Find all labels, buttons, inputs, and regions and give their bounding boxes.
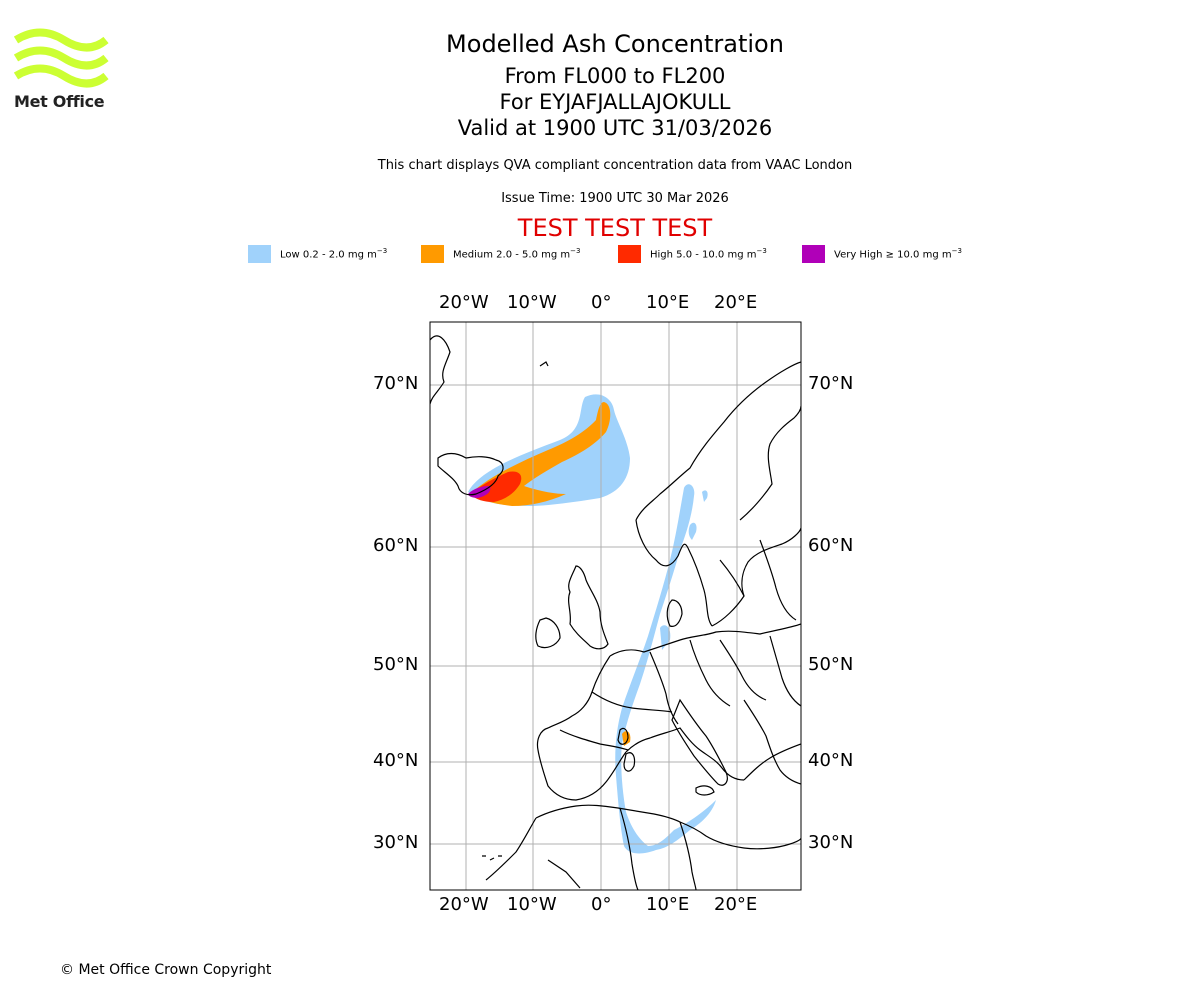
legend-swatch-very-high xyxy=(802,245,825,263)
issue-time: Issue Time: 1900 UTC 30 Mar 2026 xyxy=(501,191,729,206)
volcano-name: For EYJAFJALLAJOKULL xyxy=(499,90,731,114)
legend-label-medium: Medium 2.0 - 5.0 mg m xyxy=(453,249,571,261)
lon-label-bottom-20w: 20°W xyxy=(439,894,489,915)
lat-label-left-50n: 50°N xyxy=(373,654,419,675)
lat-label-left-40n: 40°N xyxy=(373,750,419,771)
copyright-notice: © Met Office Crown Copyright xyxy=(60,962,272,978)
met-office-logo: Met Office xyxy=(14,28,110,112)
lat-label-left-70n: 70°N xyxy=(373,373,419,394)
lat-label-right-70n: 70°N xyxy=(808,373,854,394)
valid-time: Valid at 1900 UTC 31/03/2026 xyxy=(457,116,773,140)
legend-exp-very-high: −3 xyxy=(951,247,962,255)
level-range: From FL000 to FL200 xyxy=(504,64,726,88)
lon-label-top-20e: 20°E xyxy=(714,292,758,313)
legend-exp-high: −3 xyxy=(756,247,767,255)
chart-description: This chart displays QVA compliant concen… xyxy=(377,158,853,173)
map-frame xyxy=(429,321,802,891)
lon-label-bottom-10e: 10°E xyxy=(646,894,690,915)
lat-label-right-40n: 40°N xyxy=(808,750,854,771)
coastlines xyxy=(430,335,801,890)
lat-label-right-50n: 50°N xyxy=(808,654,854,675)
legend-label-very-high: Very High ≥ 10.0 mg m xyxy=(834,249,952,261)
lon-label-bottom-20e: 20°E xyxy=(714,894,758,915)
met-office-waves-icon xyxy=(14,28,109,88)
logo-text: Met Office xyxy=(14,92,105,111)
legend-label-low: Low 0.2 - 2.0 mg m xyxy=(280,249,377,261)
lon-label-bottom-0: 0° xyxy=(591,894,612,915)
legend-swatch-high xyxy=(618,245,641,263)
lat-label-right-60n: 60°N xyxy=(808,535,854,556)
lat-label-right-30n: 30°N xyxy=(808,832,854,853)
ash-low xyxy=(468,394,716,854)
gridlines xyxy=(430,322,801,890)
legend-swatch-low xyxy=(248,245,271,263)
legend-exp-low: −3 xyxy=(376,247,388,255)
lon-label-top-10e: 10°E xyxy=(646,292,690,313)
legend-exp-medium: −3 xyxy=(570,247,581,255)
lon-label-top-0: 0° xyxy=(591,292,612,313)
lon-label-top-10w: 10°W xyxy=(507,292,557,313)
lon-label-bottom-10w: 10°W xyxy=(507,894,557,915)
chart-title: Modelled Ash Concentration xyxy=(446,30,784,58)
lat-label-left-60n: 60°N xyxy=(373,535,419,556)
legend-swatch-medium xyxy=(421,245,444,263)
lon-label-top-20w: 20°W xyxy=(439,292,489,313)
test-banner: TEST TEST TEST xyxy=(517,214,713,242)
legend-label-high: High 5.0 - 10.0 mg m xyxy=(650,249,757,261)
lat-label-left-30n: 30°N xyxy=(373,832,419,853)
